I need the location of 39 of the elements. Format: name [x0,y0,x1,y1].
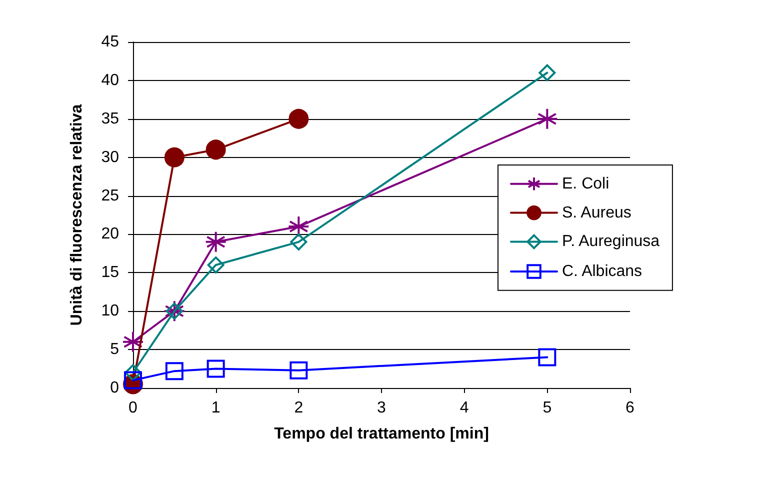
y-tick-label: 45 [101,34,120,50]
point [538,64,556,82]
point [122,330,144,353]
legend-label: E. Coli [562,175,610,192]
y-tick-label: 0 [110,380,120,396]
y-tick-label: 25 [101,187,120,204]
point [165,362,184,380]
point [124,371,142,390]
legend-label: S. Aureus [562,204,632,222]
x-tick-label: 4 [460,400,469,416]
y-axis-title: Unità di fluorescenza relativa [68,104,86,326]
x-tick-label: 0 [128,400,138,416]
x-axis-title: Tempo del trattamento [min] [274,426,489,442]
point [164,147,184,168]
y-tick-label: 40 [101,72,120,89]
point [288,108,309,129]
y-tick-label: 30 [101,148,120,166]
point [290,233,308,250]
legend-label: C. Albicans [562,263,642,280]
point [288,216,310,238]
x-tick-label: 6 [626,400,635,416]
x-tick-label: 5 [542,400,552,416]
x-tick-label: 2 [294,400,304,416]
point [206,140,226,160]
point [206,360,225,378]
y-tick-label: 5 [110,341,120,358]
point [538,348,556,366]
x-tick-label: 1 [211,400,220,416]
y-tick-label: 15 [101,264,120,282]
y-tick-label: 35 [101,110,120,128]
legend-label: P. Aureginusa [562,233,660,250]
y-tick-label: 10 [101,302,120,320]
y-tick-label: 20 [101,226,120,243]
point [290,361,308,380]
x-tick-label: 3 [377,400,386,416]
point [207,256,224,274]
point [536,108,558,130]
point [124,364,142,382]
point [204,230,227,253]
